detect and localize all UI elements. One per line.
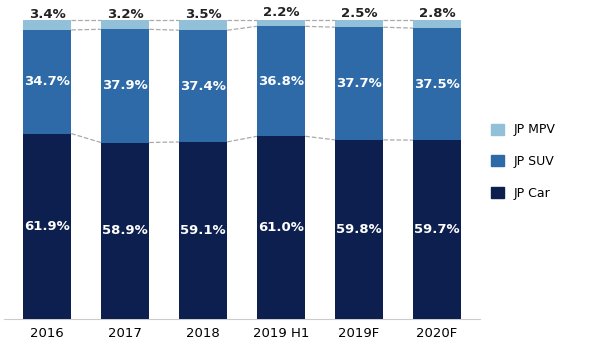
Bar — [179, 30, 227, 142]
Text: 37.9%: 37.9% — [102, 79, 148, 93]
Legend: JP MPV, JP SUV, JP Car: JP MPV, JP SUV, JP Car — [491, 123, 556, 200]
Text: 37.7%: 37.7% — [336, 77, 382, 90]
Text: 37.5%: 37.5% — [414, 78, 460, 90]
Bar — [23, 30, 71, 133]
Bar — [257, 20, 305, 26]
Bar — [23, 133, 71, 319]
Bar — [413, 28, 461, 140]
Bar — [257, 26, 305, 136]
Text: 59.8%: 59.8% — [336, 223, 382, 236]
Bar — [101, 142, 149, 319]
Bar — [23, 20, 71, 30]
Bar — [335, 140, 383, 319]
Bar — [101, 20, 149, 29]
Bar — [413, 20, 461, 28]
Text: 3.2%: 3.2% — [107, 8, 143, 21]
Text: 2.5%: 2.5% — [341, 7, 377, 20]
Text: 58.9%: 58.9% — [102, 224, 148, 237]
Bar — [257, 136, 305, 319]
Text: 37.4%: 37.4% — [180, 79, 226, 93]
Text: 59.7%: 59.7% — [414, 223, 460, 236]
Text: 2.8%: 2.8% — [419, 7, 455, 20]
Bar — [179, 20, 227, 30]
Text: 2.2%: 2.2% — [263, 7, 299, 20]
Bar — [335, 27, 383, 140]
Bar — [179, 142, 227, 319]
Bar — [101, 29, 149, 142]
Text: 3.4%: 3.4% — [29, 8, 65, 21]
Text: 34.7%: 34.7% — [24, 75, 70, 88]
Bar — [335, 20, 383, 27]
Bar — [413, 140, 461, 319]
Text: 3.5%: 3.5% — [185, 8, 221, 21]
Text: 59.1%: 59.1% — [180, 224, 226, 237]
Text: 61.9%: 61.9% — [24, 219, 70, 233]
Text: 36.8%: 36.8% — [258, 75, 304, 88]
Text: 61.0%: 61.0% — [258, 221, 304, 234]
